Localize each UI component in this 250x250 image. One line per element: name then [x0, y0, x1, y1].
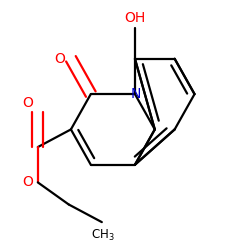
Text: O: O	[22, 176, 34, 190]
Text: N: N	[131, 87, 141, 101]
Text: OH: OH	[124, 10, 146, 24]
Text: O: O	[22, 96, 34, 110]
Text: O: O	[54, 52, 66, 66]
Text: CH$_3$: CH$_3$	[91, 228, 115, 243]
